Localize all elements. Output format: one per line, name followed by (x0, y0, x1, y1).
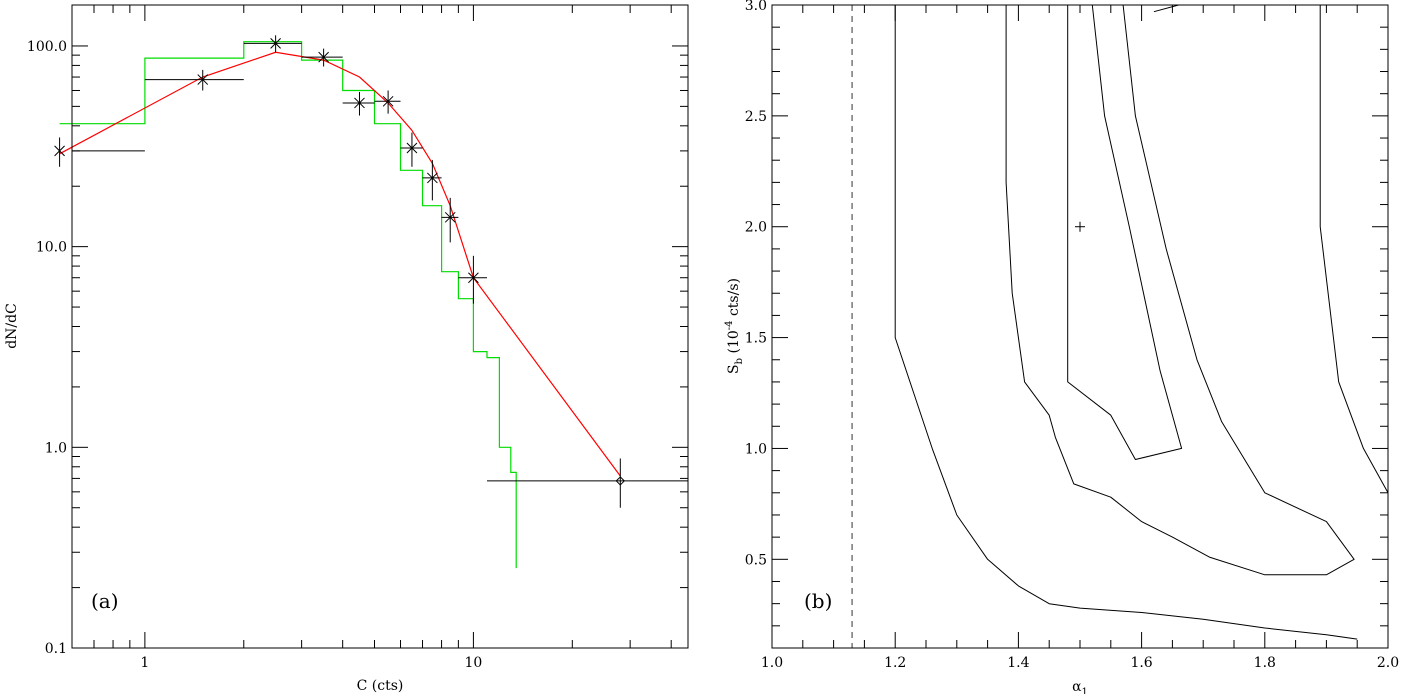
y-tick-label: 0.1 (45, 641, 67, 657)
data-point (400, 132, 423, 167)
y-tick-label: 10.0 (36, 240, 67, 256)
data-point (54, 137, 145, 167)
data-point (342, 91, 375, 116)
ylabel-s: S (726, 364, 742, 374)
star-marker (54, 145, 65, 157)
xlabel-alpha: α (1072, 679, 1082, 694)
star-marker (197, 74, 209, 85)
panel-a-ticks: 1 10 0.1 1.0 10.0 100.0 (27, 5, 688, 671)
histogram-step (59, 41, 517, 569)
x-tick-label: 1.0 (761, 655, 783, 671)
x-tick-label: 1.4 (1007, 655, 1029, 671)
y-tick-label: 100.0 (27, 39, 67, 55)
panel-b: 1.0 1.2 1.4 1.6 1.8 2.00.51.01.52.02.53.0 α1 … (724, 0, 1399, 694)
data-point (144, 69, 244, 91)
data-point (458, 255, 488, 304)
contours (894, 4, 1389, 640)
panel-a: 1 10 0.1 1.0 10.0 100.0 C (cts) dN/dC (a) (4, 4, 689, 694)
contour-right-edge (1319, 5, 1389, 494)
ylabel-sup: -4 (724, 320, 735, 330)
star-marker (444, 211, 456, 223)
y-tick-label: 1.0 (45, 440, 67, 456)
xlabel-alpha-sub: 1 (1082, 687, 1088, 694)
ylabel-s-sub: b (734, 358, 745, 364)
star-marker (406, 142, 418, 154)
star-marker (270, 38, 281, 49)
star-marker (354, 97, 365, 109)
panel-b-xlabel: α1 (1072, 679, 1088, 694)
data-point (441, 197, 459, 243)
x-tick-label: 1.2 (884, 655, 906, 671)
ylabel-rest: cts/s) (726, 278, 742, 320)
panel-b-frame (771, 4, 1389, 649)
star-marker (382, 95, 394, 107)
ylabel-paren-open: (10 (726, 330, 742, 358)
panel-a-label: (a) (91, 589, 119, 613)
panel-a-ylabel: dN/dC (4, 303, 20, 349)
x-tick-label: 10 (464, 655, 482, 671)
contour-top-fragment (1153, 4, 1179, 13)
contour-inner (1067, 4, 1183, 460)
data-point (243, 35, 302, 53)
contour-outer (894, 5, 1358, 640)
star-marker (318, 51, 329, 63)
panel-a-xlabel: C (cts) (357, 678, 404, 694)
x-tick-label: 1.6 (1130, 655, 1152, 671)
panel-b-ylabel: Sb (10-4 cts/s) (724, 278, 745, 374)
star-marker (427, 172, 438, 184)
y-tick-label: 1.0 (745, 441, 767, 457)
y-tick-label: 0.5 (745, 552, 767, 568)
data-point (301, 48, 343, 67)
data-points (54, 35, 688, 508)
x-tick-label: 1 (140, 655, 149, 671)
data-point (374, 90, 401, 114)
star-marker (468, 272, 479, 284)
diamond-marker (615, 476, 626, 486)
data-point (422, 160, 442, 201)
y-tick-label: 2.5 (745, 109, 767, 125)
y-tick-label: 2.0 (745, 220, 767, 236)
x-tick-label: 2.0 (1377, 655, 1399, 671)
model-line (59, 51, 621, 477)
green-histogram (59, 41, 517, 569)
panel-b-markers (851, 5, 1085, 648)
y-tick-label: 1.5 (745, 331, 767, 347)
panel-b-ticks: 1.0 1.2 1.4 1.6 1.8 2.0 0.5 1.0 1.5 2.0 2.5 3.0 (745, 0, 1399, 671)
data-point (487, 458, 688, 508)
y-tick-label: 3.0 (745, 0, 767, 14)
panel-b-label: (b) (804, 589, 832, 613)
red-model-line (59, 51, 621, 477)
contour-middle (1005, 4, 1355, 576)
x-tick-label: 1.8 (1254, 655, 1276, 671)
